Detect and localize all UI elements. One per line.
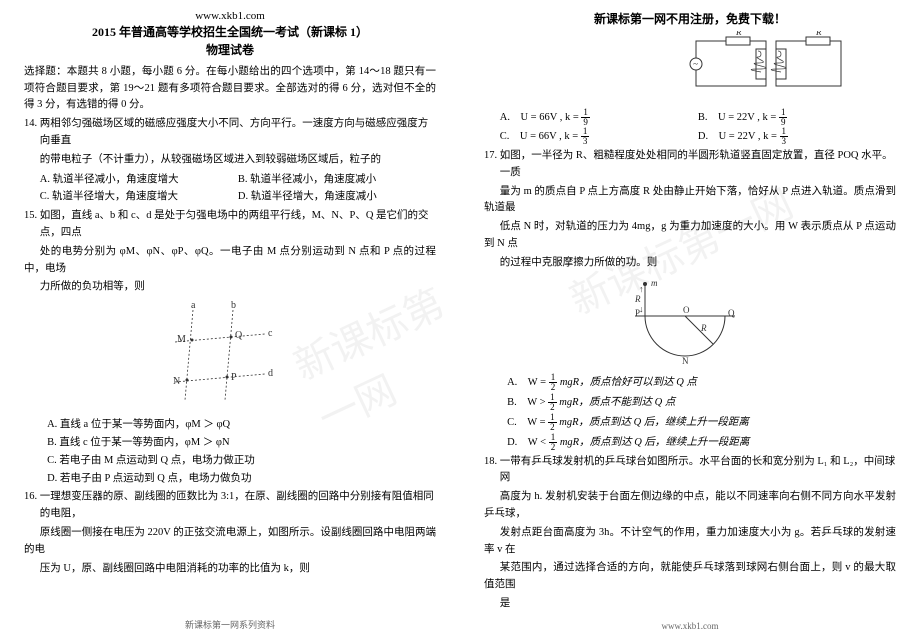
q16-optB: B. U = 22V , k = 19	[698, 108, 896, 127]
q17-stem-4: 的过程中克服摩擦力所做的功。则	[484, 255, 896, 272]
exam-subtitle: 物理试卷	[24, 41, 436, 58]
svg-text:b: b	[231, 300, 236, 311]
url-header: www.xkb1.com	[24, 10, 436, 22]
footer-right: www.xkb1.com	[484, 621, 896, 631]
q15-stem-2: 处的电势分别为 φM、φN、φP、φQ。一电子由 M 点分别运动到 N 点和 P…	[24, 244, 436, 278]
svg-text:a: a	[191, 300, 196, 311]
svg-text:m: m	[651, 278, 658, 288]
q14-stem-2: 的带电粒子（不计重力），从较强磁场区域进入到较弱磁场区域后，粒子的	[24, 152, 436, 169]
q15-optB: B. 直线 c 位于某一等势面内，φM ＞ φN	[24, 435, 436, 452]
q15-optA: A. 直线 a 位于某一等势面内，φM ＞ φQ	[24, 417, 436, 434]
q18-stem-4: 某范围内，通过选择合适的方向，就能使乒乓球落到球网右侧台面上，则 v 的最大取值…	[484, 560, 896, 594]
q18-stem-2: 高度为 h. 发射机安装于台面左侧边缘的中点，能以不同速率向右侧不同方向水平发射…	[484, 489, 896, 523]
svg-text:c: c	[268, 328, 273, 339]
svg-text:↓: ↓	[639, 304, 644, 314]
svg-text:N: N	[173, 376, 180, 387]
svg-text:N: N	[682, 356, 689, 366]
svg-text:R: R	[634, 294, 641, 304]
svg-text:Q: Q	[235, 330, 243, 341]
q16-stem-2: 原线圈一侧接在电压为 220V 的正弦交流电源上，如图所示。设副线圈回路中电阻两…	[24, 525, 436, 559]
svg-text:~: ~	[693, 59, 698, 69]
q17-stem-3: 低点 N 时，对轨道的压力为 4mg，g 为重力加速度的大小。用 W 表示质点从…	[484, 219, 896, 253]
q14-optA: A. 轨道半径减小，角速度增大	[40, 171, 238, 189]
q15-optD: D. 若电子由 P 点运动到 Q 点，电场力做负功	[24, 471, 436, 488]
q17-optA: A. W = 12 mgR，质点恰好可以到达 Q 点	[484, 373, 896, 392]
svg-text:P: P	[231, 372, 237, 383]
footer-left: 新课标第一网系列资料	[24, 618, 436, 631]
q15-optC: C. 若电子由 M 点运动到 Q 点，电场力做正功	[24, 453, 436, 470]
q18-stem-3: 发射点距台面高度为 3h。不计空气的作用，重力加速度大小为 g。若乒乓球的发射速…	[484, 525, 896, 559]
q17-optC: C. W = 12 mgR，质点到达 Q 后，继续上升一段距离	[484, 413, 896, 432]
q14-options: A. 轨道半径减小，角速度增大 B. 轨道半径减小，角速度减小 C. 轨道半径增…	[24, 171, 436, 207]
q14-optD: D. 轨道半径增大，角速度减小	[238, 188, 436, 206]
q15-stem-3: 力所做的负功相等，则	[24, 279, 436, 296]
q18-stem-5: 是	[484, 596, 896, 613]
q16-optC: C. U = 66V , k = 13	[500, 127, 698, 146]
banner: 新课标第一网不用注册，免费下载！	[484, 10, 896, 27]
q16-figure: R R ~	[484, 31, 896, 104]
left-column: www.xkb1.com 2015 年普通高等学校招生全国统一考试（新课标 1）…	[0, 0, 460, 637]
svg-text:R: R	[735, 31, 742, 37]
q17-figure: m R P O Q N R ↑↓	[484, 276, 896, 369]
q16-options: A. U = 66V , k = 19 B. U = 22V , k = 19 …	[484, 108, 896, 146]
q16-stem-1: 16. 一理想变压器的原、副线圈的匝数比为 3:1，在原、副线圈的回路中分别接有…	[24, 489, 436, 523]
q15-figure: a b c d M Q N P	[24, 300, 436, 413]
svg-text:Q: Q	[728, 308, 735, 318]
q16-stem-3: 压为 U，原、副线圈回路中电阻消耗的功率的比值为 k，则	[24, 561, 436, 578]
q14-stem-1: 14. 两相邻匀强磁场区域的磁感应强度大小不同、方向平行。一速度方向与磁感应强度…	[24, 116, 436, 150]
svg-text:O: O	[683, 305, 690, 315]
svg-text:R: R	[815, 31, 822, 37]
q17-stem-1: 17. 如图，一半径为 R、粗糙程度处处相同的半圆形轨道竖直固定放置，直径 PO…	[484, 148, 896, 182]
q18-stem-1: 18. 一带有乒乓球发射机的乒乓球台如图所示。水平台面的长和宽分别为 L₁ 和 …	[484, 454, 896, 488]
q16-optD: D. U = 22V , k = 13	[698, 127, 896, 146]
q17-optB: B. W > 12 mgR，质点不能到达 Q 点	[484, 393, 896, 412]
q16-optA: A. U = 66V , k = 19	[500, 108, 698, 127]
svg-text:d: d	[268, 368, 273, 379]
instructions: 选择题：本题共 8 小题，每小题 6 分。在每小题给出的四个选项中，第 14～1…	[24, 64, 436, 114]
exam-title: 2015 年普通高等学校招生全国统一考试（新课标 1）	[24, 24, 436, 41]
svg-text:↑: ↑	[639, 284, 644, 294]
q14-optC: C. 轨道半径增大，角速度增大	[40, 188, 238, 206]
right-column: 新课标第一网不用注册，免费下载！ R R ~	[460, 0, 920, 637]
svg-text:M: M	[177, 334, 186, 345]
svg-text:R: R	[700, 323, 707, 333]
q17-optD: D. W < 12 mgR，质点到达 Q 后，继续上升一段距离	[484, 433, 896, 452]
q15-stem-1: 15. 如图，直线 a、b 和 c、d 是处于匀强电场中的两组平行线，M、N、P…	[24, 208, 436, 242]
q14-optB: B. 轨道半径减小，角速度减小	[238, 171, 436, 189]
q17-stem-2: 量为 m 的质点自 P 点上方高度 R 处由静止开始下落，恰好从 P 点进入轨道…	[484, 184, 896, 218]
